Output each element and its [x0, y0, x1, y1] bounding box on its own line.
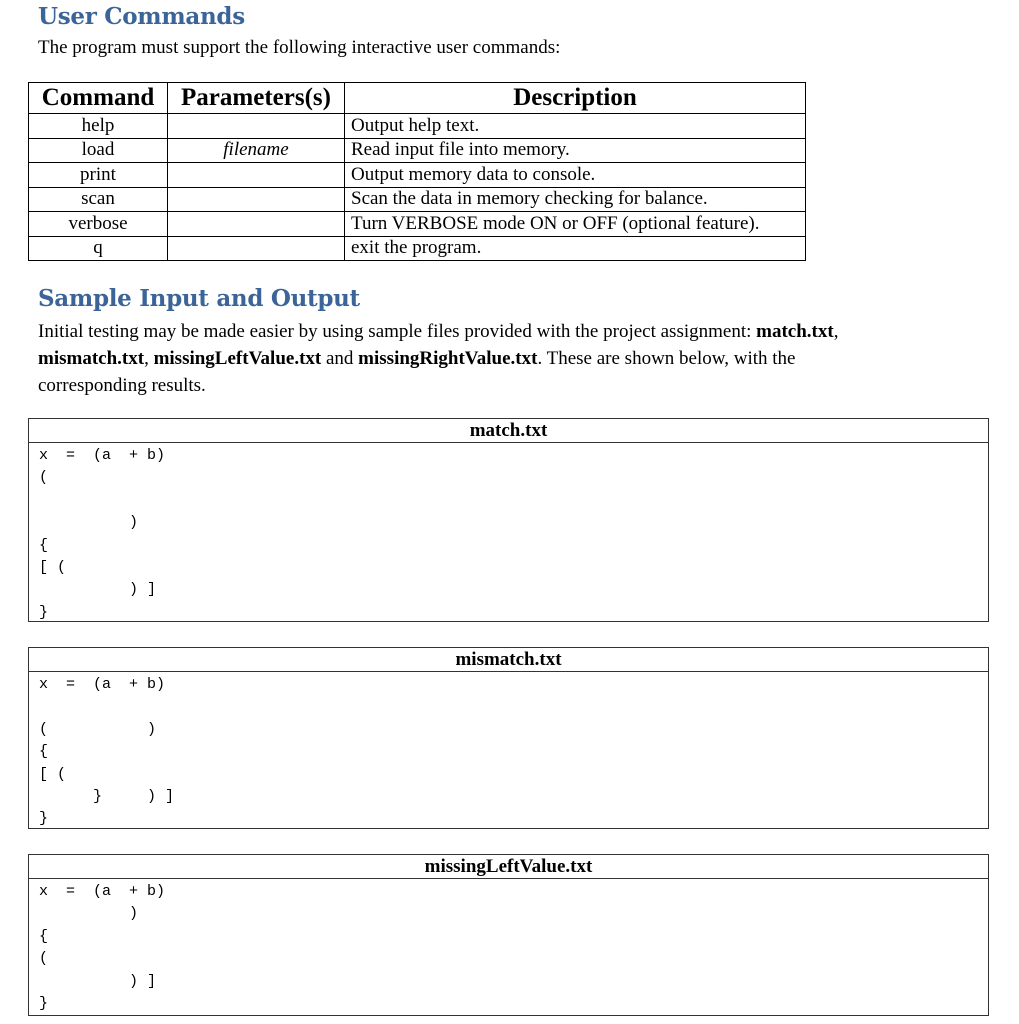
sample-title: mismatch.txt [29, 648, 988, 672]
cell-description: Read input file into memory. [344, 137, 806, 163]
code-line: ) [39, 905, 139, 923]
code-line: { [39, 927, 49, 945]
filename-bold: match.txt [756, 321, 834, 342]
code-line: x = (a + b) [39, 676, 166, 693]
cell-description: Output help text. [344, 113, 806, 139]
code-line: { [39, 536, 49, 554]
cell-description: Output memory data to console. [344, 162, 806, 188]
code-line: ) ] [39, 581, 157, 599]
sample-box-missing-left: missingLeftValue.txt x = (a + b) ) { ( ) ]… [28, 854, 989, 1016]
code-line: [ ( [39, 765, 67, 783]
cell-parameter [167, 186, 345, 212]
cell-command: print [28, 162, 168, 188]
code-line: x = (a + b) [39, 883, 166, 900]
cell-command: load [28, 137, 168, 163]
table-row: verbose Turn VERBOSE mode ON or OFF (opti… [28, 211, 806, 237]
code-line: ) [39, 514, 139, 532]
filename-bold: mismatch.txt [38, 348, 145, 369]
filename-bold: missingRightValue.txt [358, 348, 538, 369]
header-parameters: Parameters(s) [167, 82, 345, 114]
sample-code: x = (a + b) ( ) { [ ( ) ]} [29, 443, 988, 624]
cell-parameter [167, 162, 345, 188]
cell-command: help [28, 113, 168, 139]
table-row: print Output memory data to console. [28, 162, 806, 188]
cell-command: q [28, 235, 168, 261]
filename-bold: missingLeftValue.txt [153, 348, 322, 369]
cell-description: exit the program. [344, 235, 806, 261]
sample-box-mismatch: mismatch.txt x = (a + b) ( ) { [ ( } ) ]} [28, 647, 989, 829]
sample-paragraph: Initial testing may be made easier by us… [38, 318, 838, 399]
cell-command: scan [28, 186, 168, 212]
text: corresponding results. [38, 375, 206, 396]
code-line: ( ) [39, 720, 157, 738]
cell-description: Scan the data in memory checking for bal… [344, 186, 806, 212]
sample-code: x = (a + b) ) { ( ) ]} [29, 879, 988, 1015]
section-heading-user-commands: User Commands [38, 3, 245, 30]
cell-parameter [167, 113, 345, 139]
code-line: { [39, 743, 49, 761]
table-row: q exit the program. [28, 235, 806, 261]
cell-parameter: filename [167, 137, 345, 163]
text: , [833, 321, 839, 342]
code-line: x = (a + b) [39, 447, 166, 464]
text: . These are shown below, with the [537, 348, 796, 369]
sample-box-match: match.txt x = (a + b) ( ) { [ ( ) ]} [28, 418, 989, 622]
code-line: ( [39, 469, 49, 487]
text: Initial testing may be made easier by us… [38, 321, 757, 342]
text: , [144, 348, 154, 369]
table-row: load filename Read input file into memory. [28, 137, 806, 163]
text: and [321, 348, 359, 369]
intro-text: The program must support the following i… [38, 37, 561, 58]
commands-table: Command Parameters(s) Description help Ou… [28, 82, 806, 261]
code-line: ( [39, 950, 49, 968]
code-line: } [39, 810, 49, 828]
code-line [39, 490, 988, 512]
header-command: Command [28, 82, 168, 114]
code-line: ) ] [39, 972, 157, 990]
code-line: [ ( [39, 558, 67, 576]
code-line: } [39, 994, 49, 1012]
section-heading-sample: Sample Input and Output [38, 285, 360, 312]
table-row: scan Scan the data in memory checking for… [28, 186, 806, 212]
cell-description: Turn VERBOSE mode ON or OFF (optional fe… [344, 211, 806, 237]
sample-title: match.txt [29, 419, 988, 443]
cell-parameter [167, 235, 345, 261]
sample-code: x = (a + b) ( ) { [ ( } ) ]} [29, 672, 988, 831]
code-line: } [39, 603, 49, 621]
code-line: } ) ] [39, 787, 175, 805]
header-description: Description [344, 82, 806, 114]
table-row: help Output help text. [28, 113, 806, 139]
sample-title: missingLeftValue.txt [29, 855, 988, 879]
code-line [39, 696, 988, 718]
cell-parameter [167, 211, 345, 237]
cell-command: verbose [28, 211, 168, 237]
